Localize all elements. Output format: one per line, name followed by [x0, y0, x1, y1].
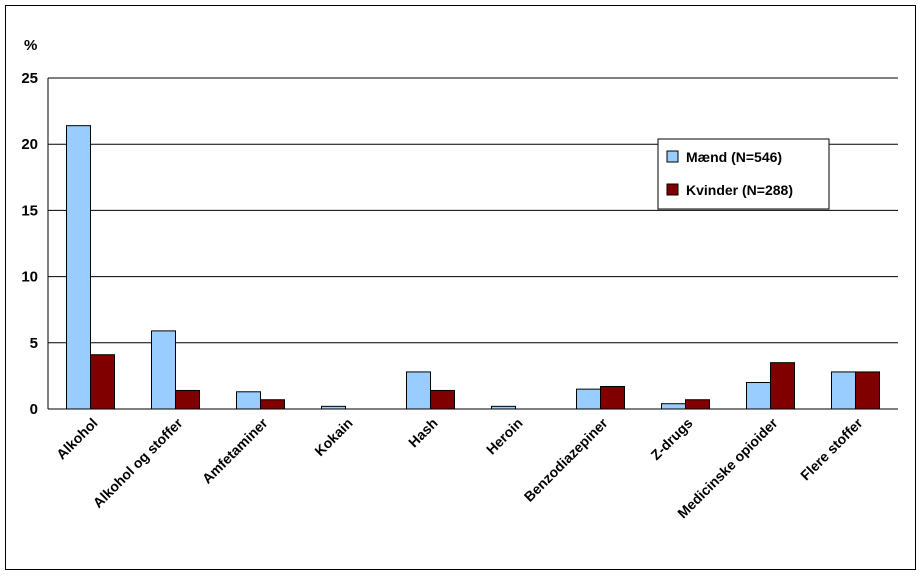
bar	[175, 389, 200, 410]
bar	[90, 354, 115, 410]
bar	[685, 399, 710, 410]
legend-swatch-kvinder	[666, 183, 679, 196]
legend-swatch-maend	[666, 150, 679, 163]
x-tick-label: Kokain	[311, 415, 355, 459]
y-axis-label: %	[24, 37, 37, 54]
bar	[66, 125, 91, 410]
bar	[260, 399, 285, 410]
y-tick-label: 25	[21, 70, 38, 87]
legend: Mænd (N=546) Kvinder (N=288)	[657, 138, 830, 210]
chart-frame	[5, 5, 916, 570]
bar	[576, 388, 601, 410]
bar	[661, 403, 686, 410]
y-tick-label: 20	[21, 136, 38, 153]
y-tick-label: 0	[30, 401, 38, 418]
bar	[430, 389, 455, 410]
legend-box	[657, 138, 830, 210]
legend-label-kvinder: Kvinder (N=288)	[686, 182, 793, 198]
bar	[406, 371, 431, 410]
bar	[855, 371, 880, 410]
bar	[236, 391, 261, 410]
x-tick-label: Hash	[405, 415, 441, 451]
bars	[66, 125, 880, 410]
x-tick-label: Amfetaminer	[199, 414, 271, 486]
x-tick-label: Alkohol og stoffer	[90, 414, 186, 510]
bar	[151, 330, 176, 410]
bar	[600, 385, 625, 410]
x-tick-label: Flere stoffer	[797, 414, 866, 483]
bar	[770, 362, 795, 410]
y-tick-label: 10	[21, 269, 38, 286]
x-tick-label: Z-drugs	[647, 415, 695, 463]
axes	[47, 78, 898, 410]
x-tick-label: Heroin	[483, 415, 526, 458]
x-tick-label: Benzodiazepiner	[521, 414, 611, 504]
bar	[746, 382, 771, 410]
y-tick-label: 5	[30, 335, 38, 352]
y-tick-label: 15	[21, 202, 38, 219]
legend-label-maend: Mænd (N=546)	[686, 149, 782, 165]
bar	[831, 371, 856, 410]
x-tick-label: Alkohol	[53, 415, 101, 463]
y-tick-labels: 0 5 10 15 20 25	[21, 70, 38, 418]
gridlines	[48, 77, 898, 344]
